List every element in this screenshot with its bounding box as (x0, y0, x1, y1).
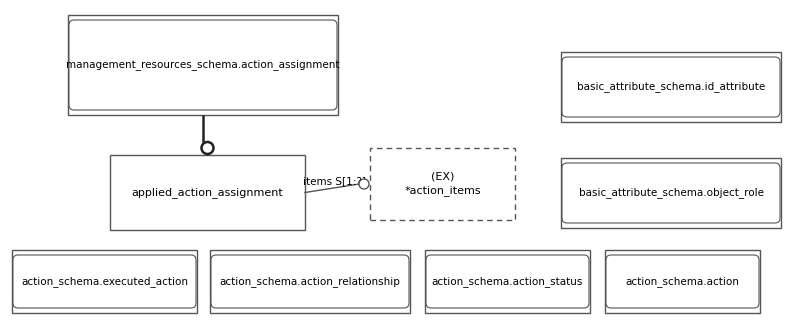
Circle shape (201, 142, 213, 154)
FancyBboxPatch shape (110, 155, 305, 230)
FancyBboxPatch shape (562, 163, 780, 223)
Text: basic_attribute_schema.object_role: basic_attribute_schema.object_role (578, 188, 764, 199)
FancyBboxPatch shape (370, 148, 515, 220)
FancyBboxPatch shape (210, 250, 410, 313)
FancyBboxPatch shape (12, 250, 197, 313)
FancyBboxPatch shape (605, 250, 760, 313)
Text: action_schema.action_relationship: action_schema.action_relationship (220, 276, 400, 287)
FancyBboxPatch shape (425, 250, 590, 313)
FancyBboxPatch shape (561, 52, 781, 122)
FancyBboxPatch shape (562, 57, 780, 117)
Text: items S[1:?]: items S[1:?] (303, 176, 366, 187)
FancyBboxPatch shape (211, 255, 409, 308)
FancyBboxPatch shape (561, 158, 781, 228)
Text: action_schema.executed_action: action_schema.executed_action (21, 276, 188, 287)
FancyBboxPatch shape (68, 15, 338, 115)
Text: action_schema.action: action_schema.action (626, 276, 739, 287)
FancyBboxPatch shape (426, 255, 589, 308)
Text: management_resources_schema.action_assignment: management_resources_schema.action_assig… (66, 59, 340, 71)
FancyBboxPatch shape (69, 20, 337, 110)
Text: action_schema.action_status: action_schema.action_status (431, 276, 583, 287)
Text: applied_action_assignment: applied_action_assignment (132, 187, 284, 198)
Circle shape (359, 179, 369, 189)
Text: (EX)
*action_items: (EX) *action_items (404, 172, 481, 196)
FancyBboxPatch shape (606, 255, 759, 308)
Text: basic_attribute_schema.id_attribute: basic_attribute_schema.id_attribute (577, 82, 765, 92)
FancyBboxPatch shape (13, 255, 196, 308)
